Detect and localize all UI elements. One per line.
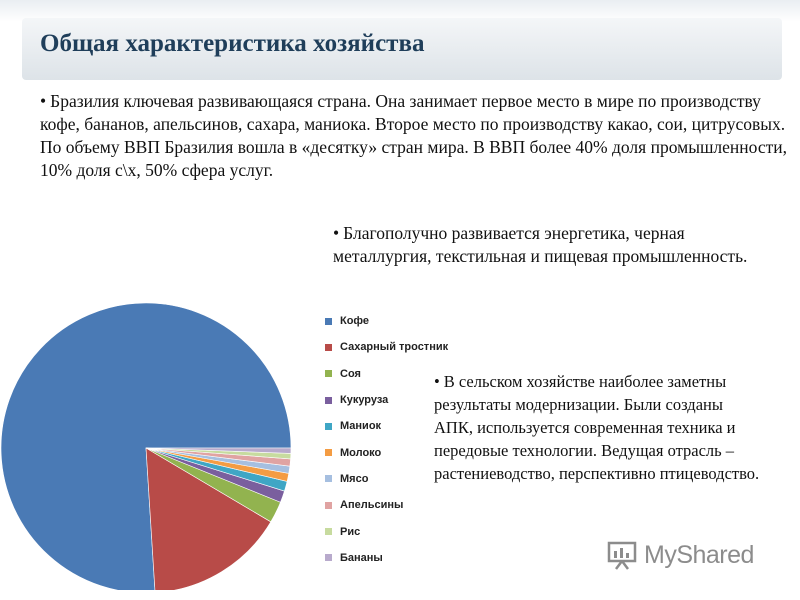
title-bar [22,18,782,80]
legend-swatch [325,317,332,325]
legend-label: Кофе [340,315,370,328]
legend-label: Маниок [340,420,382,433]
legend-item: Кофе [325,308,475,334]
legend-swatch [325,422,332,430]
legend-swatch [325,475,332,483]
legend-item: Маниок [325,413,475,439]
legend-label: Рис [340,525,361,538]
legend-swatch [325,343,332,351]
legend-label: Бананы [340,551,383,564]
legend-item: Кукуруза [325,387,475,413]
legend-label: Кукуруза [340,394,389,407]
paragraph-agriculture: • В сельском хозяйстве наиболее заметны р… [434,370,764,485]
legend-item: Мясо [325,466,475,492]
watermark: MyShared [606,536,776,574]
legend-label: Сахарный тростник [340,341,449,354]
legend-item: Сахарный тростник [325,334,475,360]
paragraph-economy-text: Бразилия ключевая развивающаяся страна. … [40,91,787,180]
legend-swatch [325,554,332,562]
legend-swatch [325,449,332,457]
pie-slice-10 [145,447,292,454]
legend-item: Бананы [325,545,475,571]
legend-label: Соя [340,367,361,380]
legend-swatch [325,528,332,536]
legend-item: Рис [325,518,475,544]
legend-label: Мясо [340,472,369,485]
top-stripe [0,0,800,22]
presentation-board-icon [607,541,637,570]
legend-label: Апельсины [340,499,404,512]
legend-label: Молоко [340,446,382,459]
bullet-symbol: • [434,372,440,391]
legend-item: Соя [325,361,475,387]
watermark-text: MyShared [644,540,754,569]
page-title: Общая характеристика хозяйства [40,30,425,57]
chart-legend: Кофе Сахарный тростник Соя Кукуруза Маниок Мо… [325,308,475,571]
paragraph-economy: • Бразилия ключевая развивающаяся страна.… [40,90,800,182]
bullet-symbol: • [40,91,47,111]
legend-swatch [325,501,332,509]
pie-chart [0,302,292,590]
paragraph-industry-text: Благополучно развивается энергетика, чер… [333,223,748,266]
paragraph-agriculture-text: В сельском хозяйстве наиболее заметны ре… [434,372,760,483]
legend-item: Апельсины [325,492,475,518]
pie-slice-1 [0,302,292,590]
legend-swatch [325,396,332,404]
paragraph-industry: • Благополучно развивается энергетика, че… [333,222,783,268]
legend-item: Молоко [325,439,475,465]
legend-swatch [325,370,332,378]
pie-slice-2 [145,447,272,590]
bullet-symbol: • [333,223,340,243]
